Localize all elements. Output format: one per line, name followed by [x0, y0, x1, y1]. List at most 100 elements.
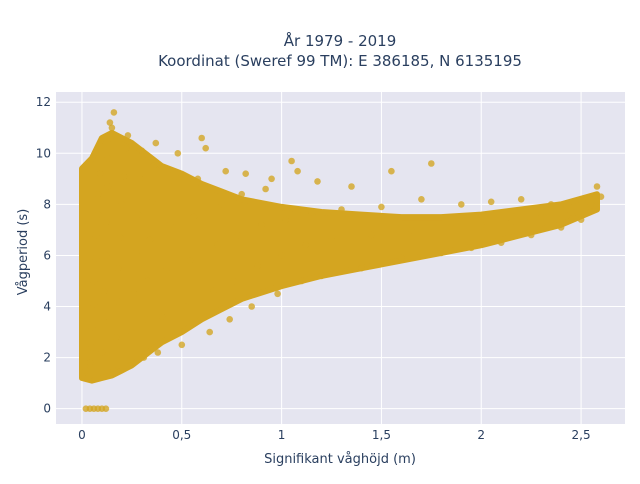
- chart-subtitle: Koordinat (Sweref 99 TM): E 386185, N 61…: [158, 52, 522, 70]
- data-point: [190, 213, 198, 221]
- data-point: [142, 316, 150, 323]
- x-tick-label: 1,5: [372, 428, 391, 442]
- data-point: [90, 277, 98, 285]
- data-point: [298, 277, 305, 285]
- data-point: [140, 354, 148, 361]
- data-point: [487, 198, 495, 206]
- data-point: [102, 252, 110, 259]
- data-point: [116, 234, 124, 241]
- data-point: [593, 183, 601, 190]
- data-point: [537, 213, 545, 221]
- data-point: [202, 144, 209, 152]
- data-point: [100, 318, 108, 326]
- data-point: [597, 193, 605, 200]
- data-point: [348, 183, 355, 190]
- data-point: [388, 167, 395, 175]
- data-point: [258, 221, 265, 229]
- data-point: [166, 221, 174, 229]
- data-point: [104, 155, 112, 162]
- data-point: [104, 183, 112, 190]
- data-point: [110, 109, 118, 116]
- data-point: [106, 134, 114, 142]
- data-point: [428, 160, 435, 167]
- data-point: [128, 328, 136, 336]
- data-point: [254, 262, 261, 270]
- data-point: [124, 132, 132, 139]
- data-point: [418, 196, 425, 203]
- data-point: [288, 157, 295, 165]
- data-point: [94, 190, 102, 198]
- data-point: [132, 249, 140, 257]
- data-point: [122, 144, 130, 152]
- data-point: [126, 362, 134, 369]
- data-point: [308, 208, 315, 216]
- data-point: [100, 287, 108, 295]
- data-point: [328, 236, 335, 244]
- y-tick-label: 2: [43, 351, 51, 365]
- data-point: [438, 249, 445, 257]
- data-point: [378, 203, 385, 211]
- data-point: [170, 178, 178, 185]
- data-point: [82, 367, 90, 374]
- data-point: [120, 173, 128, 180]
- data-point: [547, 201, 555, 208]
- data-point: [118, 201, 126, 208]
- y-tick-label: 4: [43, 300, 51, 314]
- data-point: [98, 369, 106, 377]
- x-tick-label: 0: [78, 428, 86, 442]
- data-point: [174, 150, 182, 157]
- x-tick-label: 2: [477, 428, 485, 442]
- data-point: [136, 175, 144, 183]
- data-point: [92, 231, 100, 239]
- data-point: [150, 162, 158, 170]
- data-point: [587, 201, 595, 208]
- data-point: [497, 239, 505, 246]
- data-point: [94, 211, 102, 218]
- data-point: [238, 190, 245, 198]
- data-point: [222, 167, 229, 175]
- data-point: [248, 303, 255, 310]
- y-tick-label: 8: [43, 197, 51, 211]
- data-point: [527, 231, 535, 239]
- y-tick-label: 12: [36, 95, 51, 109]
- data-point: [194, 175, 202, 183]
- data-point: [146, 236, 154, 244]
- data-point: [517, 196, 525, 203]
- data-point: [114, 264, 122, 272]
- data-point: [88, 344, 96, 351]
- data-point: [86, 359, 94, 367]
- data-point: [230, 277, 237, 285]
- data-point: [186, 257, 194, 264]
- data-point: [294, 167, 301, 175]
- data-point: [98, 349, 106, 356]
- data-point: [96, 170, 104, 177]
- data-point: [468, 244, 475, 252]
- data-point: [278, 252, 285, 259]
- data-point: [134, 211, 142, 218]
- data-point: [102, 405, 110, 413]
- data-point: [84, 374, 92, 382]
- data-point: [577, 216, 585, 223]
- data-point: [90, 300, 98, 308]
- x-tick-label: 2,5: [572, 428, 591, 442]
- data-point: [144, 277, 152, 285]
- data-point: [458, 201, 465, 208]
- data-point: [242, 170, 249, 177]
- y-axis-title: Vågperiod (s): [16, 209, 31, 296]
- data-point: [102, 218, 110, 226]
- data-point: [182, 303, 190, 310]
- data-point: [226, 316, 233, 323]
- data-point: [234, 231, 241, 239]
- data-point: [448, 224, 455, 231]
- data-point: [112, 333, 120, 341]
- data-point: [162, 267, 170, 275]
- data-point: [368, 231, 375, 239]
- data-point: [114, 298, 122, 305]
- data-point: [138, 147, 146, 154]
- x-tick-label: 0,5: [172, 428, 191, 442]
- data-point: [262, 185, 269, 193]
- data-point: [557, 224, 565, 231]
- data-point: [178, 341, 186, 349]
